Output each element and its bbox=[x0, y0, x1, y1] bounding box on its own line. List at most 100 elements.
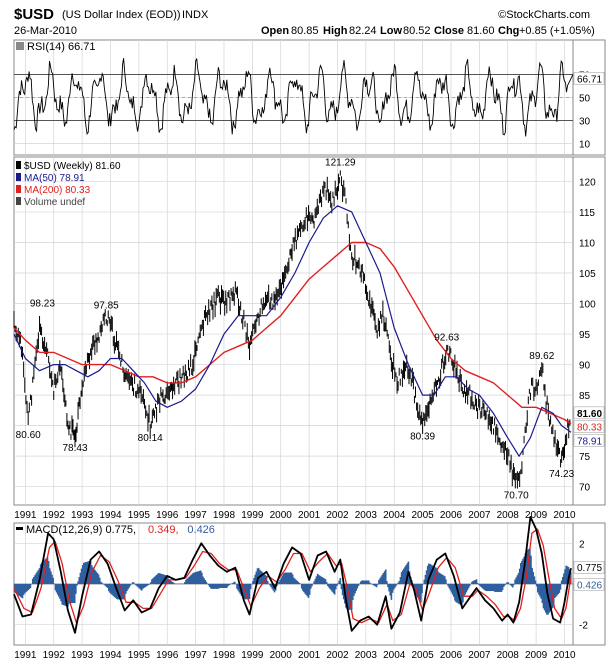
y-tick-label: 85 bbox=[579, 391, 591, 402]
x-tick-label: 2000 bbox=[270, 510, 293, 521]
x-tick-label: 1991 bbox=[14, 650, 37, 661]
legend-swatch bbox=[16, 161, 21, 169]
macd-last-badge: 0.775 bbox=[577, 563, 602, 574]
x-tick-label: 1995 bbox=[128, 510, 151, 521]
ma200-last-badge-bg bbox=[573, 420, 605, 433]
chg-value: +0.85 (+1.05%) bbox=[519, 25, 595, 37]
date-label: 26-Mar-2010 bbox=[14, 25, 77, 37]
y-tick-label: 75 bbox=[579, 452, 591, 463]
price-vertical-grid bbox=[25, 157, 565, 505]
x-tick-label: 2010 bbox=[553, 510, 576, 521]
price-annotation: 80.39 bbox=[410, 431, 435, 442]
rsi-vertical-grid bbox=[25, 40, 565, 155]
y-tick-label: 110 bbox=[579, 238, 595, 249]
x-tick-label: 1999 bbox=[241, 650, 264, 661]
x-tick-label: 1992 bbox=[43, 510, 66, 521]
price-panel bbox=[13, 156, 574, 506]
macd-x-axis: 1991 1992 1993 1994 1995 1996 1997 1998 1999 2000… bbox=[14, 650, 576, 661]
x-tick-label: 2008 bbox=[497, 510, 520, 521]
x-tick-label: 1998 bbox=[213, 650, 236, 661]
x-tick-label: 1996 bbox=[156, 510, 179, 521]
x-tick-label: 2008 bbox=[497, 650, 520, 661]
macd-hist-badge-bg bbox=[573, 578, 605, 591]
ma50-last-badge-bg bbox=[573, 434, 605, 447]
y-tick-label: 2 bbox=[579, 539, 585, 550]
x-tick-label: 1994 bbox=[99, 650, 122, 661]
x-tick-label: 2009 bbox=[525, 510, 548, 521]
x-tick-label: 1993 bbox=[71, 650, 94, 661]
rsi-line bbox=[13, 58, 574, 137]
ma200-line bbox=[13, 241, 572, 425]
price-x-axis: 1991 1992 1993 1994 1995 1996 1997 1998 1999 2000… bbox=[14, 510, 576, 521]
header-svg: $USD (US Dollar Index (EOD)) INDX 26-Mar… bbox=[14, 6, 595, 37]
open-label: Open bbox=[261, 25, 289, 37]
macd-vertical-grid bbox=[25, 523, 565, 645]
macd-histogram bbox=[13, 548, 572, 615]
price-legend-item: MA(200) 80.33 bbox=[24, 185, 91, 196]
price-legend-item: $USD (Weekly) 81.60 bbox=[24, 161, 121, 172]
close-label: Close bbox=[434, 25, 464, 37]
rsi-panel-axis bbox=[572, 39, 606, 156]
x-tick-label: 2003 bbox=[355, 650, 378, 661]
y-tick-label: 90 bbox=[579, 361, 591, 372]
x-tick-label: 1993 bbox=[71, 510, 94, 521]
legend-swatch bbox=[16, 173, 21, 181]
y-tick-label: 70 bbox=[579, 71, 591, 82]
ma200-last-badge: 80.33 bbox=[577, 423, 602, 434]
legend-swatch bbox=[16, 185, 21, 193]
macd-line bbox=[13, 516, 572, 634]
ma50-line bbox=[13, 205, 572, 457]
macd-panel bbox=[13, 522, 574, 646]
x-tick-label: 2009 bbox=[525, 650, 548, 661]
x-tick-label: 2005 bbox=[411, 510, 434, 521]
legend-swatch bbox=[16, 197, 21, 205]
price-bars bbox=[13, 170, 571, 489]
symbol-label: $USD bbox=[14, 6, 54, 23]
price-panel-axis bbox=[572, 156, 606, 506]
close-value: 81.60 bbox=[467, 25, 495, 37]
x-tick-label: 2004 bbox=[383, 510, 406, 521]
y-tick-label: 30 bbox=[579, 117, 591, 128]
high-value: 82.24 bbox=[349, 25, 377, 37]
price-annotation: 74.23 bbox=[549, 469, 574, 480]
x-tick-label: 1997 bbox=[184, 650, 207, 661]
x-tick-label: 1991 bbox=[14, 510, 37, 521]
x-tick-label: 2002 bbox=[326, 510, 349, 521]
low-value: 80.52 bbox=[403, 25, 431, 37]
price-annotation: 89.62 bbox=[529, 351, 554, 362]
rsi-panel bbox=[13, 39, 574, 156]
macd-hist-badge: 0.426 bbox=[577, 580, 602, 591]
price-annotation: 97.85 bbox=[94, 301, 119, 312]
macd-legend-swatch bbox=[16, 527, 23, 530]
x-tick-label: 2004 bbox=[383, 650, 406, 661]
price-y-axis: 70 75 80 85 90 95 100 105 110 115 120 bbox=[14, 177, 596, 494]
price-annotation: 70.70 bbox=[504, 490, 529, 501]
macd-panel-axis bbox=[572, 522, 606, 646]
y-tick-label: 70 bbox=[579, 483, 591, 494]
price-last-badge: 81.60 bbox=[577, 409, 602, 420]
x-tick-label: 2005 bbox=[411, 650, 434, 661]
price-last-badge-bg bbox=[573, 406, 605, 420]
ma50-last-badge: 78.91 bbox=[577, 436, 602, 447]
x-tick-label: 2007 bbox=[468, 510, 491, 521]
high-label: High bbox=[323, 25, 348, 37]
chg-label: Chg bbox=[498, 25, 519, 37]
x-tick-label: 2007 bbox=[468, 650, 491, 661]
y-tick-label: 120 bbox=[579, 177, 596, 188]
x-tick-label: 1998 bbox=[213, 510, 236, 521]
x-tick-label: 2001 bbox=[298, 510, 321, 521]
x-tick-label: 2010 bbox=[553, 650, 576, 661]
low-label: Low bbox=[380, 25, 402, 37]
y-tick-label: 115 bbox=[579, 208, 595, 219]
macd-legend: MACD(12,26,9) 0.775, 0.349, 0.426 bbox=[16, 524, 215, 536]
price-annotation: 92.63 bbox=[434, 333, 459, 344]
quote-row: Open 80.85 High 82.24 Low 80.52 Close 81… bbox=[261, 25, 595, 37]
y-tick-label: 95 bbox=[579, 330, 591, 341]
y-tick-label: 80 bbox=[579, 422, 591, 433]
price-annotation: 78.43 bbox=[62, 443, 87, 454]
price-annotation: 121.29 bbox=[325, 158, 356, 169]
exchange-label: INDX bbox=[182, 9, 209, 21]
